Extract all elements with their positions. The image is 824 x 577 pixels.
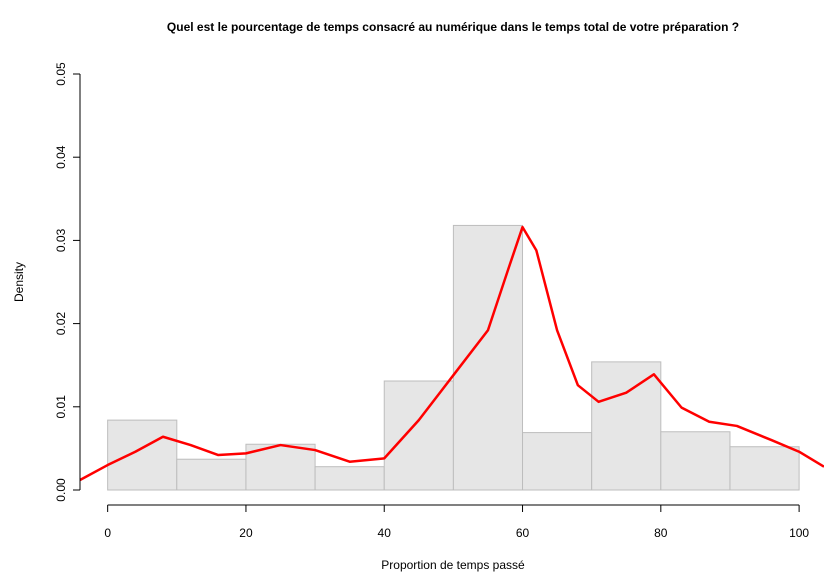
bar (591, 361, 662, 491)
x-tick-label: 40 (378, 526, 392, 540)
y-tick-label: 0.00 (54, 478, 68, 502)
x-tick-label: 20 (239, 526, 253, 540)
x-tick-label: 0 (104, 526, 111, 540)
y-axis-label: Density (12, 262, 26, 302)
bar (314, 466, 385, 491)
density-curve (79, 225, 824, 482)
y-tick-label: 0.01 (54, 395, 68, 419)
y-tick-label: 0.05 (54, 62, 68, 86)
bar (452, 224, 524, 491)
y-tick-label: 0.02 (54, 312, 68, 336)
bar (729, 446, 800, 491)
x-tick-label: 80 (654, 526, 668, 540)
x-tick-label: 60 (516, 526, 530, 540)
chart-title: Quel est le pourcentage de temps consacr… (167, 20, 739, 34)
y-tick-label: 0.03 (54, 228, 68, 252)
bar (176, 458, 247, 491)
x-tick-label: 100 (789, 526, 809, 540)
bar (107, 419, 178, 491)
x-axis-label: Proportion de temps passé (381, 558, 525, 572)
bar (383, 380, 454, 491)
bar (660, 431, 731, 491)
bar (522, 432, 593, 491)
y-tick-label: 0.04 (54, 145, 68, 169)
